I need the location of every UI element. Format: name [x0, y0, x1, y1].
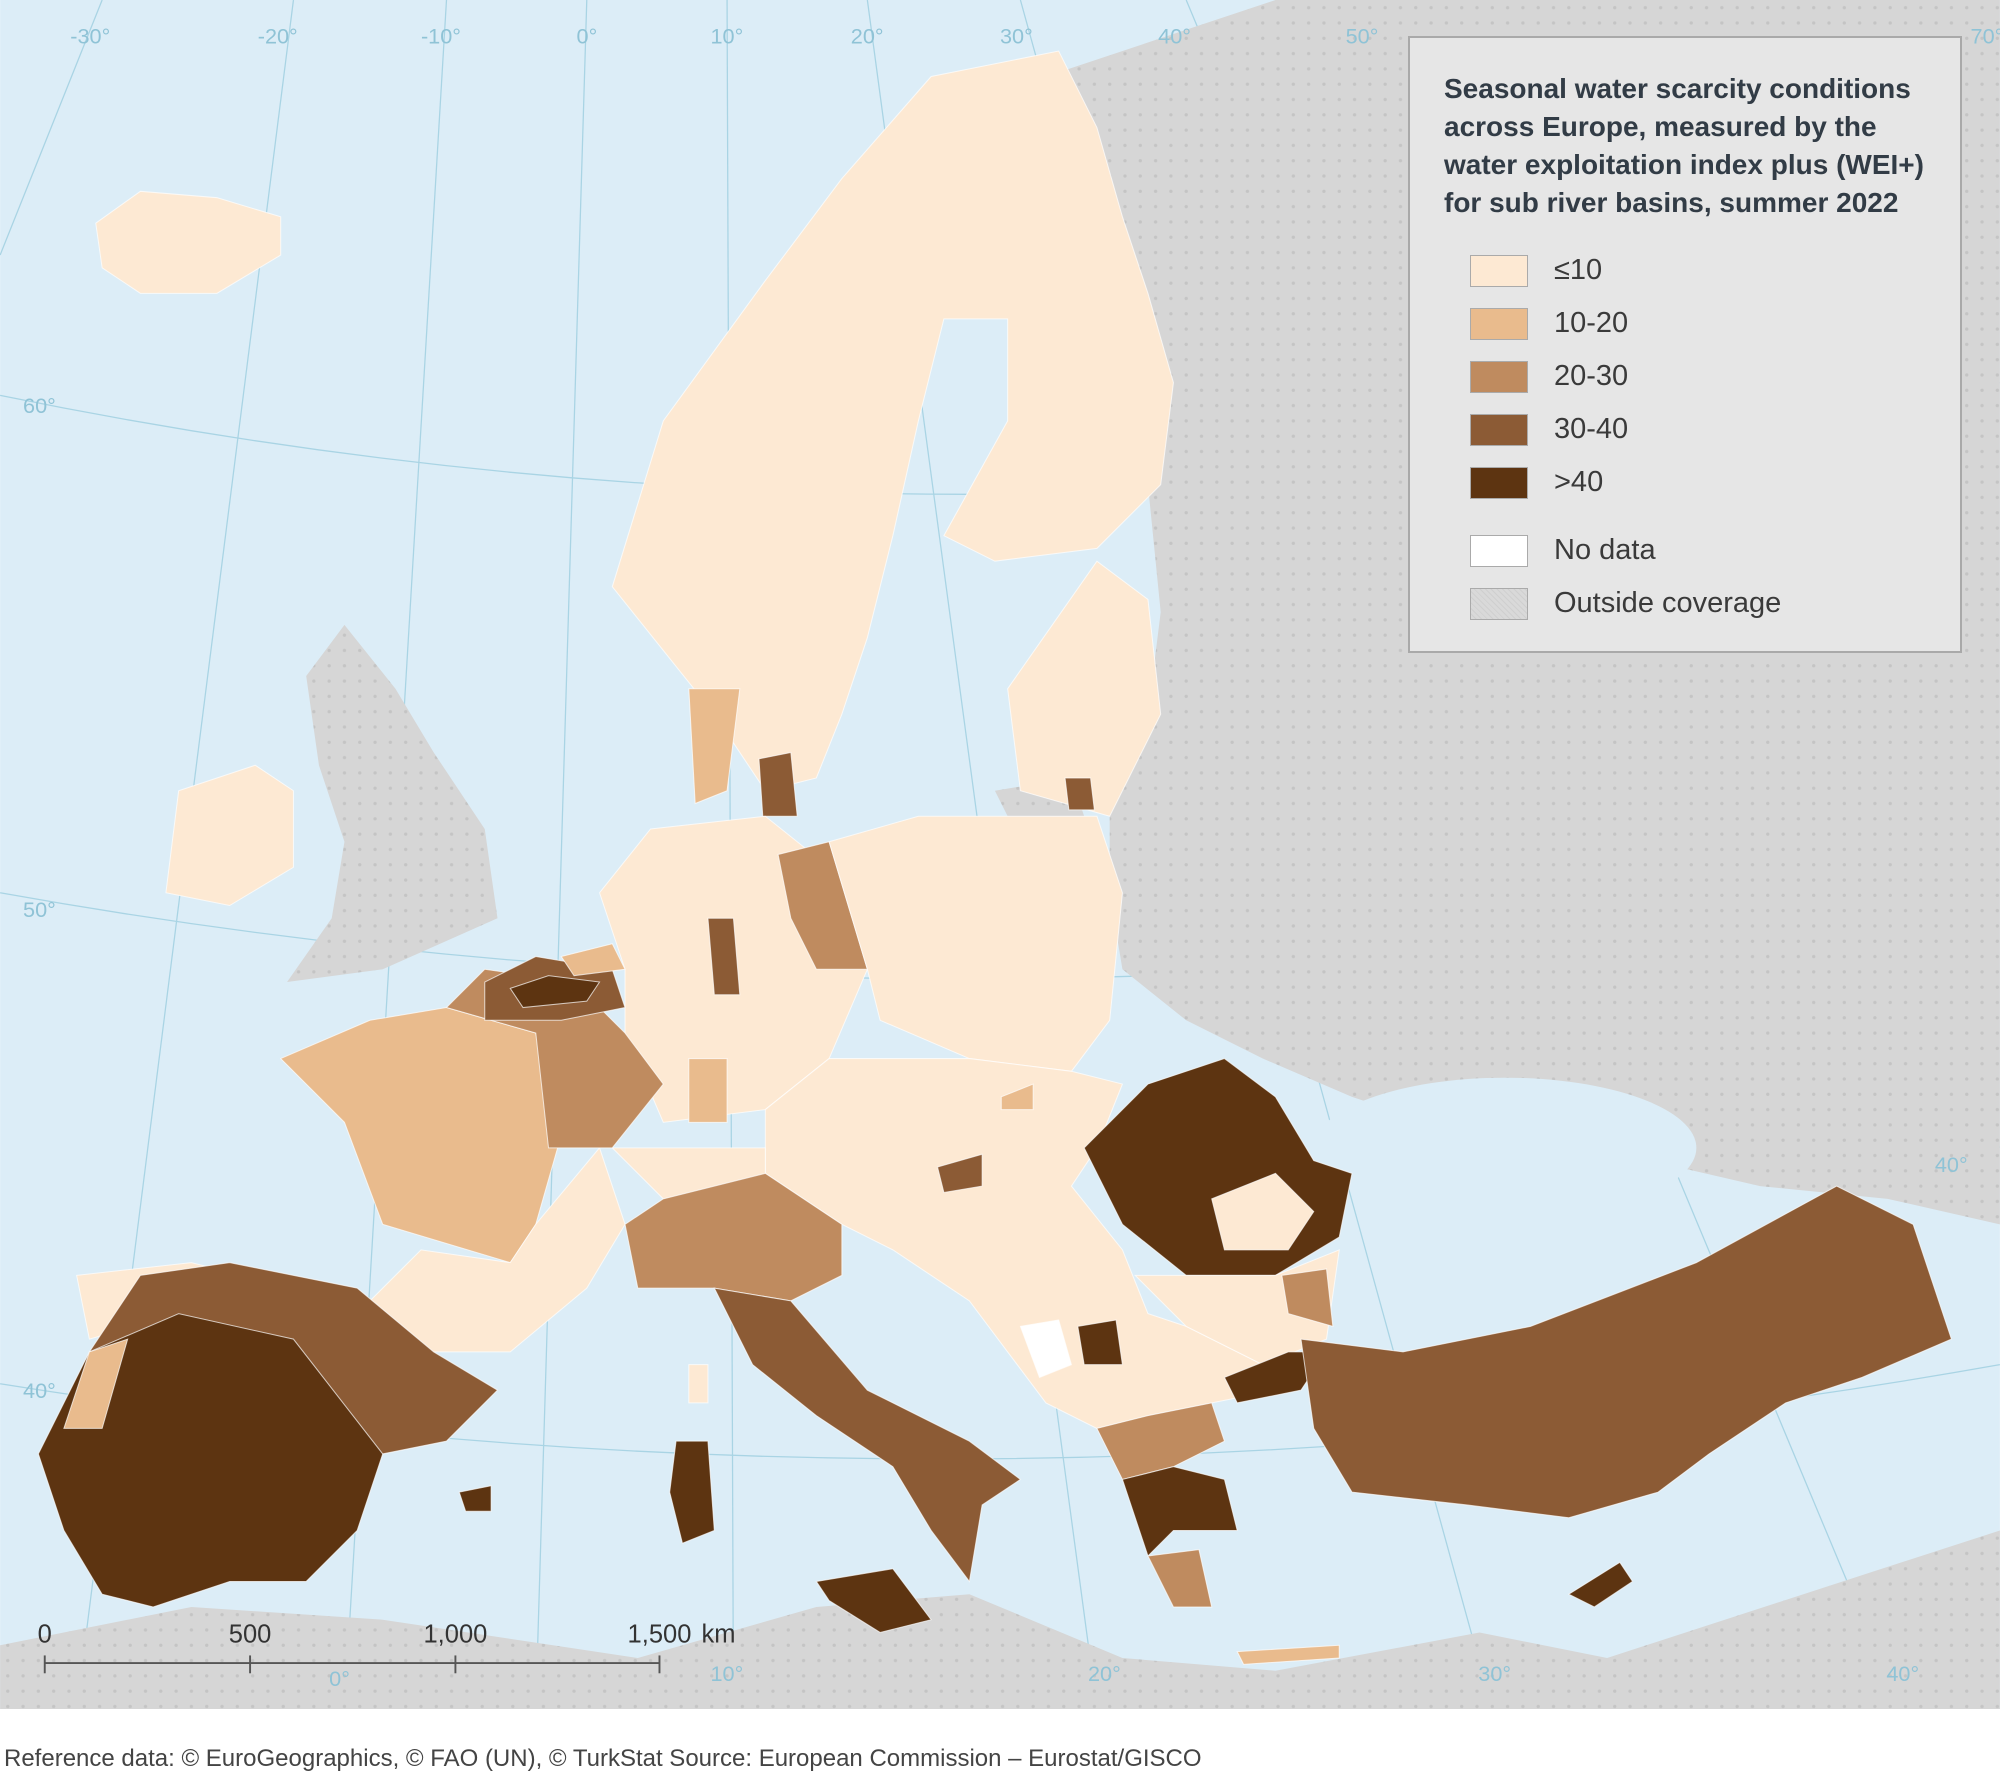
longitude-label: 40° [1158, 23, 1191, 48]
region [458, 1485, 492, 1512]
region [1019, 1319, 1073, 1379]
latitude-label: 60° [23, 393, 56, 418]
latitude-label: 40° [1935, 1152, 1968, 1177]
longitude-label: -30° [70, 23, 110, 48]
region [165, 764, 294, 907]
region [1211, 1172, 1315, 1251]
region [95, 190, 282, 294]
legend-items: ≤10 10-20 20-30 30-40 >40 No data Outside cove… [1444, 244, 1930, 630]
legend-item: 10-20 [1470, 297, 1930, 350]
legend-item: No data [1470, 524, 1930, 577]
region [37, 1313, 384, 1608]
region [1300, 1185, 1953, 1519]
legend-item: >40 [1470, 456, 1930, 509]
longitude-label: 70° [1971, 23, 2000, 48]
legend-swatch [1470, 534, 1528, 567]
legend-swatch [1470, 466, 1528, 499]
region [688, 1058, 728, 1123]
longitude-label: -10° [421, 23, 461, 48]
legend-swatch [1470, 413, 1528, 446]
longitude-label: 30° [1000, 23, 1033, 48]
legend-item: 30-40 [1470, 403, 1930, 456]
longitude-label: 20° [1088, 1661, 1121, 1686]
legend-item: Outside coverage [1470, 577, 1930, 630]
longitude-label: -20° [258, 23, 298, 48]
region [1236, 1644, 1340, 1665]
scale-label: 1,000 [424, 1621, 488, 1649]
longitude-label: 0° [329, 1666, 350, 1691]
region [343, 1146, 626, 1353]
region [1281, 1268, 1334, 1328]
longitude-label: 0° [577, 23, 598, 48]
region [1064, 777, 1095, 811]
region [279, 1007, 562, 1264]
latitude-label: 50° [23, 897, 56, 922]
region [560, 943, 626, 977]
region [707, 917, 741, 996]
legend: Seasonal water scarcity conditions acros… [1408, 36, 1962, 653]
legend-item: 20-30 [1470, 350, 1930, 403]
longitude-label: 10° [710, 1661, 743, 1686]
region [713, 1287, 1022, 1583]
longitude-label: 40° [1886, 1661, 1919, 1686]
region [1567, 1561, 1634, 1608]
legend-label: >40 [1554, 466, 1604, 498]
region [669, 1440, 715, 1544]
region [1147, 1549, 1213, 1608]
latitude-label: 40° [23, 1378, 56, 1403]
legend-title: Seasonal water scarcity conditions acros… [1444, 73, 1924, 218]
legend-label: 10-20 [1554, 307, 1629, 339]
scale-bar [43, 1655, 661, 1674]
footer: Reference data: © EuroGeographics, © FAO… [4, 1745, 1202, 1772]
region [624, 1172, 843, 1302]
legend-label: 30-40 [1554, 413, 1629, 445]
legend-swatch [1470, 360, 1528, 393]
region [1000, 1083, 1034, 1111]
legend-swatch [1470, 254, 1528, 287]
region [815, 1568, 932, 1634]
graticule-labels: -30° -20° -10° 0° 10° 20° 30° 40° 50° 70… [23, 23, 2000, 1691]
region [63, 1338, 129, 1429]
region [1077, 1319, 1124, 1366]
legend-label: No data [1554, 534, 1656, 566]
region [509, 975, 601, 1009]
legend-item: ≤10 [1470, 244, 1930, 297]
longitude-label: 50° [1346, 23, 1379, 48]
region [611, 50, 1174, 792]
region [936, 1153, 983, 1194]
legend-label: 20-30 [1554, 360, 1629, 392]
scale-unit: km [702, 1621, 736, 1649]
legend-swatch [1470, 587, 1528, 620]
legend-label: ≤10 [1554, 254, 1603, 286]
scale-label: 500 [229, 1621, 272, 1649]
region [758, 751, 798, 817]
legend-swatch [1470, 307, 1528, 340]
scale-label: 1,500 [628, 1621, 692, 1649]
longitude-label: 20° [851, 23, 884, 48]
region [688, 688, 741, 805]
region [688, 1364, 709, 1404]
region [777, 841, 869, 970]
longitude-label: 10° [710, 23, 743, 48]
region [1007, 560, 1162, 817]
legend-label: Outside coverage [1554, 587, 1782, 619]
scale-label: 0 [38, 1621, 52, 1649]
region [828, 815, 1123, 1072]
longitude-label: 30° [1478, 1661, 1511, 1686]
